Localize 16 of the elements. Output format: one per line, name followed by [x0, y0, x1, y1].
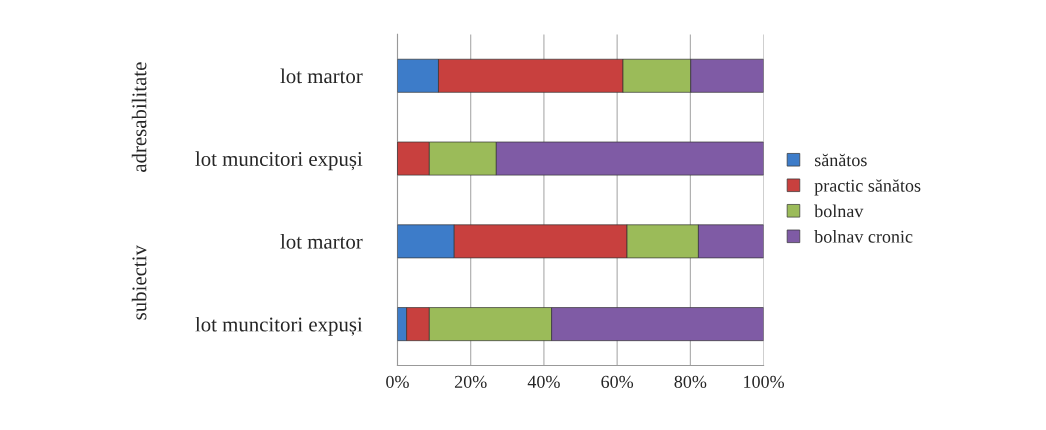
y-tick-label: lot martor	[280, 234, 363, 249]
text: adresabilitate	[131, 62, 147, 172]
x-tick-label: 0%	[386, 375, 409, 388]
text: subiectiv	[131, 245, 147, 320]
x-tick-label: 60%	[601, 375, 634, 388]
x-tick-label: 20%	[454, 375, 487, 388]
legend-label: bolnav cronic	[814, 230, 913, 243]
y-tick-label: lot muncitori expuși	[195, 316, 363, 336]
legend-label: sănătos	[814, 153, 867, 167]
x-tick-label: 100%	[744, 375, 785, 388]
y-tick-label: lot muncitori expuși	[195, 151, 363, 171]
x-tick-label: 40%	[527, 375, 560, 388]
y-tick-label: lot martor	[280, 68, 363, 84]
legend-label: bolnav	[814, 204, 864, 218]
legend-label: practic sănătos	[814, 179, 921, 196]
x-tick-label: 80%	[674, 375, 707, 388]
